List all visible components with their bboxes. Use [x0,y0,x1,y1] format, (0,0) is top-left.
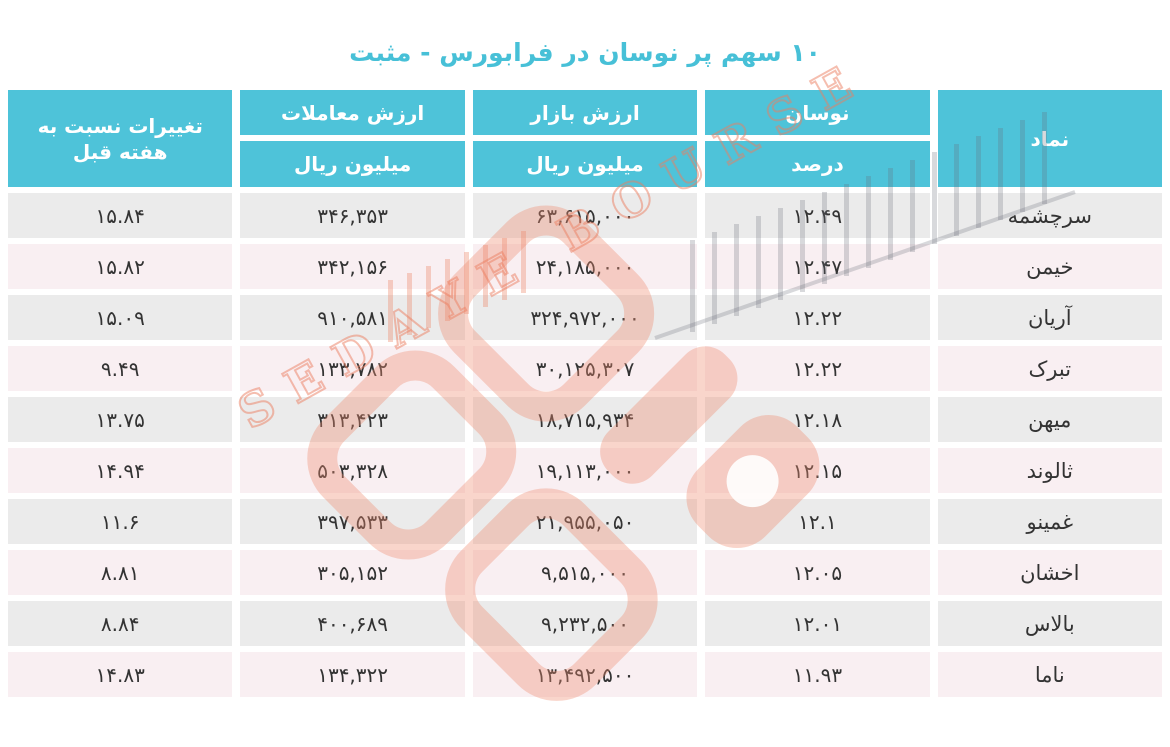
volatility-cell: ۱۲.۲۲ [705,295,930,340]
symbol-cell: ناما [937,652,1162,697]
volatility-cell: ۱۲.۱۵ [705,448,930,493]
market-value-cell: ۱۳,۴۹۲,۵۰۰ [472,652,698,697]
symbol-cell: ثالوند [937,448,1162,493]
trade-value-cell: ۵۰۳,۳۲۸ [240,448,465,493]
trade-value-cell: ۳۱۳,۴۲۳ [240,397,465,442]
change-cell: ۱۴.۹۴ [8,448,233,493]
header-trade-value: ارزش معاملات [240,90,465,135]
header-volatility: نوسان [705,90,930,135]
volatility-cell: ۱۲.۴۷ [705,244,930,289]
trade-value-cell: ۳۴۲,۱۵۶ [240,244,465,289]
trade-value-cell: ۹۱۰,۵۸۱ [240,295,465,340]
stocks-table: نماد نوسان ارزش بازار ارزش معاملات تغییر… [8,90,1162,697]
trade-value-cell: ۴۰۰,۶۸۹ [240,601,465,646]
header-weekly-change: تغییرات نسبت به هفته قبل [8,90,233,187]
change-cell: ۱۵.۰۹ [8,295,233,340]
symbol-cell: غمینو [937,499,1162,544]
trade-value-cell: ۱۳۴,۳۲۲ [240,652,465,697]
unit-trade-value: میلیون ریال [240,141,465,187]
change-cell: ۸.۸۴ [8,601,233,646]
trade-value-cell: ۳۰۵,۱۵۲ [240,550,465,595]
volatility-cell: ۱۲.۲۲ [705,346,930,391]
unit-market-value: میلیون ریال [472,141,698,187]
symbol-cell: اخشان [937,550,1162,595]
change-cell: ۱۴.۸۳ [8,652,233,697]
change-cell: ۱۳.۷۵ [8,397,233,442]
change-cell: ۸.۸۱ [8,550,233,595]
header-symbol: نماد [937,90,1162,187]
trade-value-cell: ۳۹۷,۵۳۳ [240,499,465,544]
symbol-cell: تبرک [937,346,1162,391]
symbol-cell: بالاس [937,601,1162,646]
volatility-cell: ۱۲.۰۱ [705,601,930,646]
market-value-cell: ۲۴,۱۸۵,۰۰۰ [472,244,698,289]
page-title: ۱۰ سهم پر نوسان در فرابورس - مثبت [349,38,821,67]
change-cell: ۹.۴۹ [8,346,233,391]
symbol-cell: میهن [937,397,1162,442]
market-value-cell: ۳۰,۱۲۵,۳۰۷ [472,346,698,391]
unit-volatility: درصد [705,141,930,187]
market-value-cell: ۲۱,۹۵۵,۰۵۰ [472,499,698,544]
header-market-value: ارزش بازار [472,90,698,135]
market-value-cell: ۶۳,۶۱۵,۰۰۰ [472,193,698,238]
trade-value-cell: ۱۳۳,۷۸۲ [240,346,465,391]
market-value-cell: ۱۸,۷۱۵,۹۳۴ [472,397,698,442]
market-value-cell: ۹,۲۳۲,۵۰۰ [472,601,698,646]
market-value-cell: ۱۹,۱۱۳,۰۰۰ [472,448,698,493]
trade-value-cell: ۳۴۶,۳۵۳ [240,193,465,238]
symbol-cell: خیمن [937,244,1162,289]
volatility-cell: ۱۲.۱ [705,499,930,544]
volatility-cell: ۱۲.۰۵ [705,550,930,595]
change-cell: ۱۵.۸۴ [8,193,233,238]
volatility-cell: ۱۲.۴۹ [705,193,930,238]
symbol-cell: آریان [937,295,1162,340]
volatility-cell: ۱۱.۹۳ [705,652,930,697]
change-cell: ۱۵.۸۲ [8,244,233,289]
change-cell: ۱۱.۶ [8,499,233,544]
symbol-cell: سرچشمه [937,193,1162,238]
volatility-cell: ۱۲.۱۸ [705,397,930,442]
market-value-cell: ۳۲۴,۹۷۲,۰۰۰ [472,295,698,340]
market-value-cell: ۹,۵۱۵,۰۰۰ [472,550,698,595]
